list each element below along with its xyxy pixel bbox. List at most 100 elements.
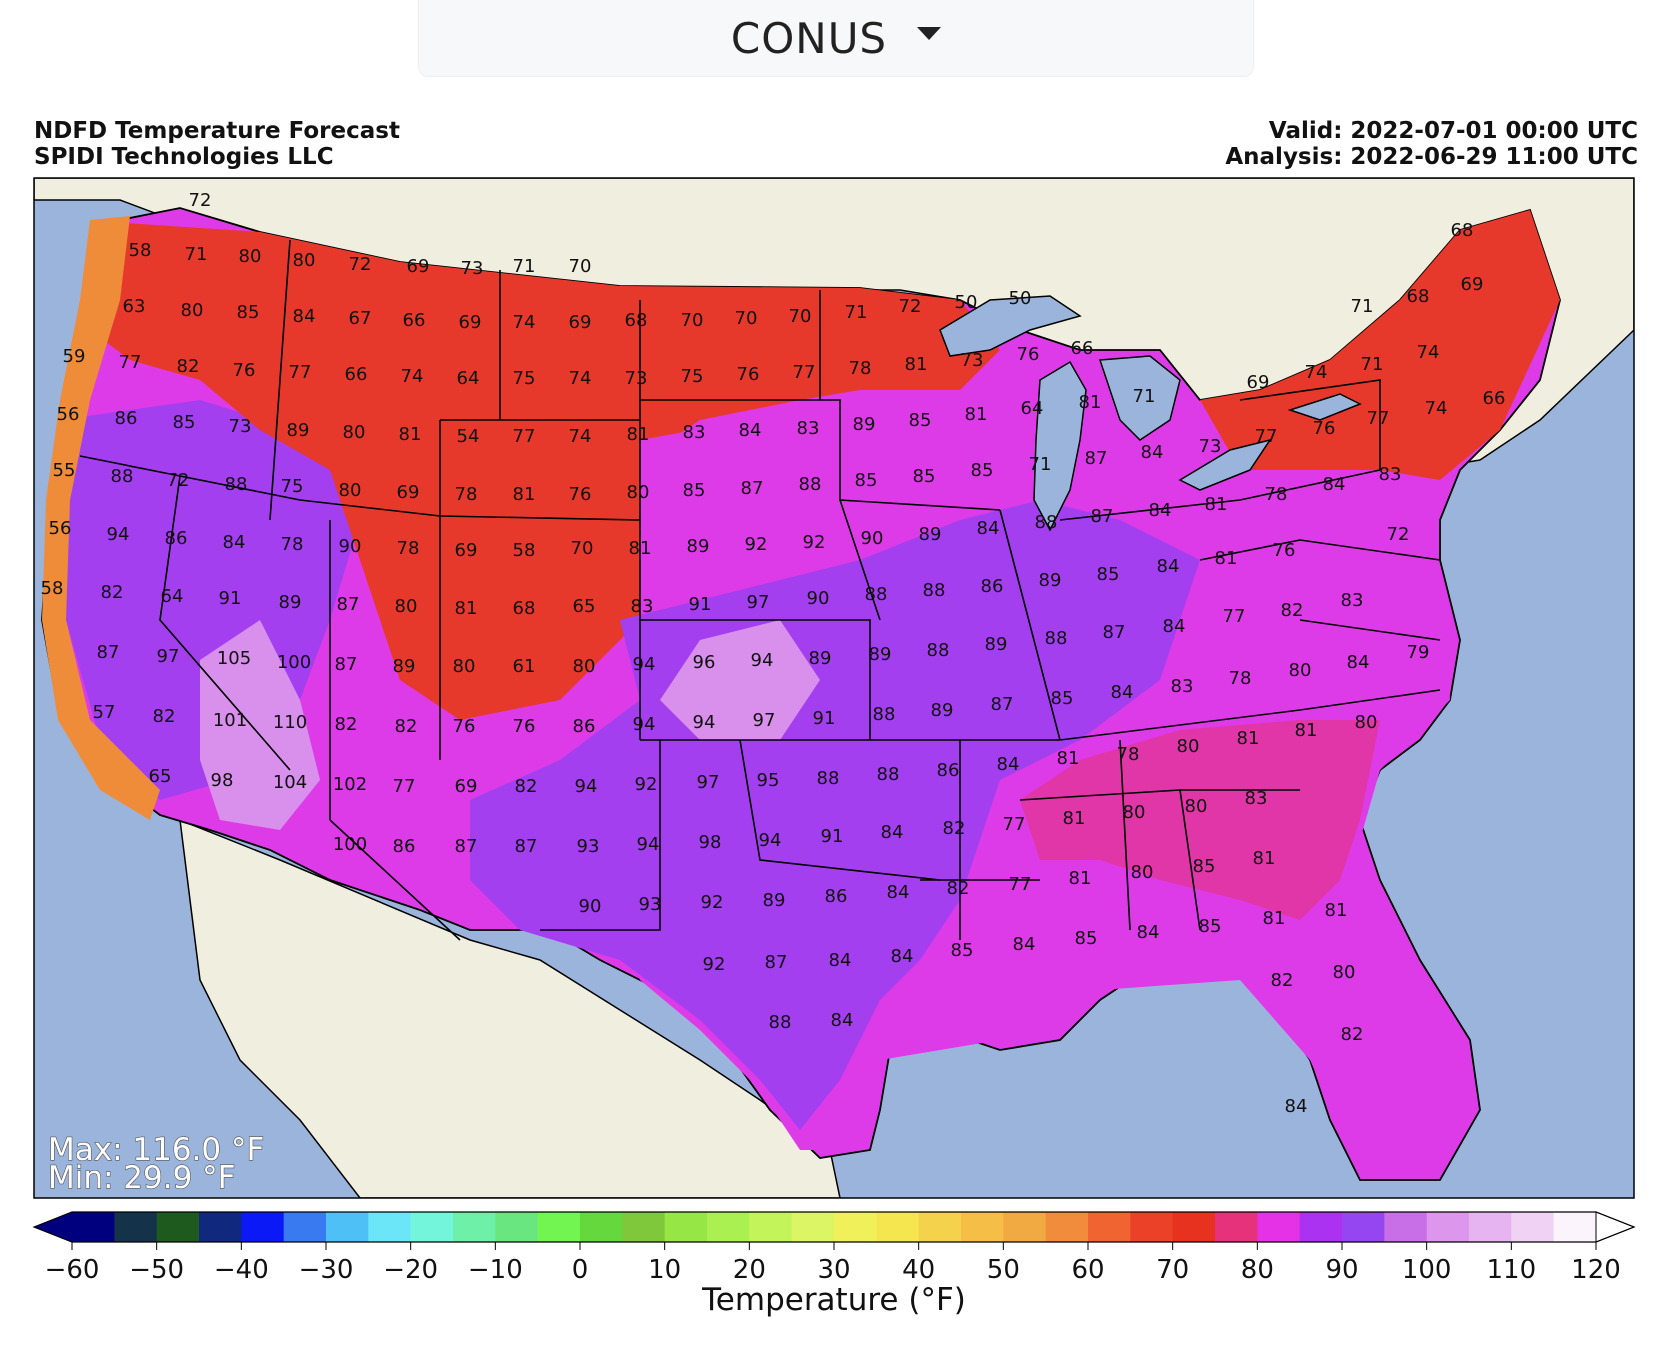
map-value-label: 58	[129, 240, 152, 261]
map-value-label: 87	[741, 478, 764, 499]
map-value-label: 95	[757, 770, 780, 791]
map-value-label: 74	[1425, 398, 1448, 419]
map-value-label: 76	[737, 364, 760, 385]
colorbar-segment	[156, 1212, 200, 1242]
map-value-label: 80	[343, 422, 366, 443]
colorbar-segment	[495, 1212, 539, 1242]
map-value-label: 94	[693, 712, 716, 733]
map-value-label: 91	[689, 594, 712, 615]
map-value-label: 81	[627, 424, 650, 445]
map-value-label: 69	[407, 256, 430, 277]
map-value-label: 77	[393, 776, 416, 797]
region-selector[interactable]: CONUS	[418, 0, 1254, 77]
map-value-label: 66	[345, 364, 368, 385]
map-value-label: 84	[1157, 556, 1180, 577]
map-value-label: 50	[955, 292, 978, 313]
map-value-label: 79	[1407, 642, 1430, 663]
map-value-label: 86	[573, 716, 596, 737]
map-value-label: 69	[569, 312, 592, 333]
map-value-label: 71	[1029, 454, 1052, 475]
map-value-label: 74	[569, 368, 592, 389]
map-value-label: 85	[237, 302, 260, 323]
map-value-label: 69	[455, 540, 478, 561]
colorbar	[32, 1211, 1636, 1243]
map-value-label: 98	[211, 770, 234, 791]
map-value-label: 71	[1351, 296, 1374, 317]
map-value-label: 80	[1123, 802, 1146, 823]
map-value-label: 74	[1417, 342, 1440, 363]
map-value-label: 70	[571, 538, 594, 559]
map-value-label: 87	[337, 594, 360, 615]
map-value-label: 84	[1163, 616, 1186, 637]
map-value-label: 77	[1255, 426, 1278, 447]
map-value-label: 74	[513, 312, 536, 333]
colorbar-segment	[114, 1212, 158, 1242]
map-value-label: 81	[513, 484, 536, 505]
colorbar-tick-label: −40	[214, 1255, 269, 1285]
map-value-label: 94	[107, 524, 130, 545]
map-value-label: 90	[807, 588, 830, 609]
map-value-label: 93	[639, 894, 662, 915]
map-value-label: 86	[393, 836, 416, 857]
map-value-label: 84	[739, 420, 762, 441]
map-value-label: 68	[625, 310, 648, 331]
map-value-label: 56	[57, 404, 80, 425]
colorbar-tick-label: 120	[1571, 1255, 1621, 1285]
colorbar-segment	[749, 1212, 793, 1242]
map-value-label: 72	[189, 190, 212, 211]
map-value-label: 89	[763, 890, 786, 911]
map-value-label: 58	[513, 540, 536, 561]
map-value-label: 94	[751, 650, 774, 671]
map-value-label: 71	[1361, 354, 1384, 375]
colorbar-segment	[537, 1212, 581, 1242]
map-value-label: 84	[1323, 474, 1346, 495]
map-value-label: 85	[173, 412, 196, 433]
colorbar-tick-label: 90	[1325, 1255, 1358, 1285]
map-value-label: 84	[1013, 934, 1036, 955]
map-value-label: 88	[817, 768, 840, 789]
map-value-label: 82	[335, 714, 358, 735]
colorbar-segment	[283, 1212, 327, 1242]
map-value-label: 82	[947, 878, 970, 899]
map-value-label: 78	[397, 538, 420, 559]
valid-time: Valid: 2022-07-01 00:00 UTC	[1268, 118, 1638, 144]
map-value-label: 89	[869, 644, 892, 665]
map-value-label: 105	[217, 648, 251, 669]
map-value-label: 55	[53, 460, 76, 481]
map-value-label: 82	[1271, 970, 1294, 991]
colorbar-segment	[1511, 1212, 1555, 1242]
map-value-label: 85	[1075, 928, 1098, 949]
map-value-label: 80	[1333, 962, 1356, 983]
map-value-label: 69	[455, 776, 478, 797]
map-value-label: 72	[349, 254, 372, 275]
map-value-label: 76	[233, 360, 256, 381]
colorbar-segment	[368, 1212, 412, 1242]
lake-superior	[939, 295, 1082, 357]
map-value-label: 63	[123, 296, 146, 317]
map-value-label: 61	[513, 656, 536, 677]
map-value-label: 68	[1407, 286, 1430, 307]
map-value-label: 85	[1193, 856, 1216, 877]
map-value-label: 70	[789, 306, 812, 327]
map-value-label: 91	[821, 826, 844, 847]
map-value-label: 89	[809, 648, 832, 669]
map-value-label: 86	[825, 886, 848, 907]
map-value-label: 73	[229, 416, 252, 437]
colorbar-segment	[453, 1212, 496, 1242]
map-value-label: 84	[887, 882, 910, 903]
map-value-label: 69	[1247, 372, 1270, 393]
map-value-label: 88	[769, 1012, 792, 1033]
map-value-label: 82	[177, 356, 200, 377]
colorbar-extend-low	[34, 1212, 72, 1242]
map-value-label: 77	[289, 362, 312, 383]
colorbar-segment	[1469, 1212, 1512, 1242]
colorbar-tick-label: −10	[468, 1255, 523, 1285]
colorbar-segment	[1342, 1212, 1385, 1242]
map-value-label: 89	[853, 414, 876, 435]
map-value-label: 94	[759, 830, 782, 851]
map-value-label: 77	[1367, 408, 1390, 429]
map-value-label: 92	[703, 954, 726, 975]
map-value-label: 84	[293, 306, 316, 327]
map-value-label: 90	[861, 528, 884, 549]
map-value-label: 82	[1281, 600, 1304, 621]
